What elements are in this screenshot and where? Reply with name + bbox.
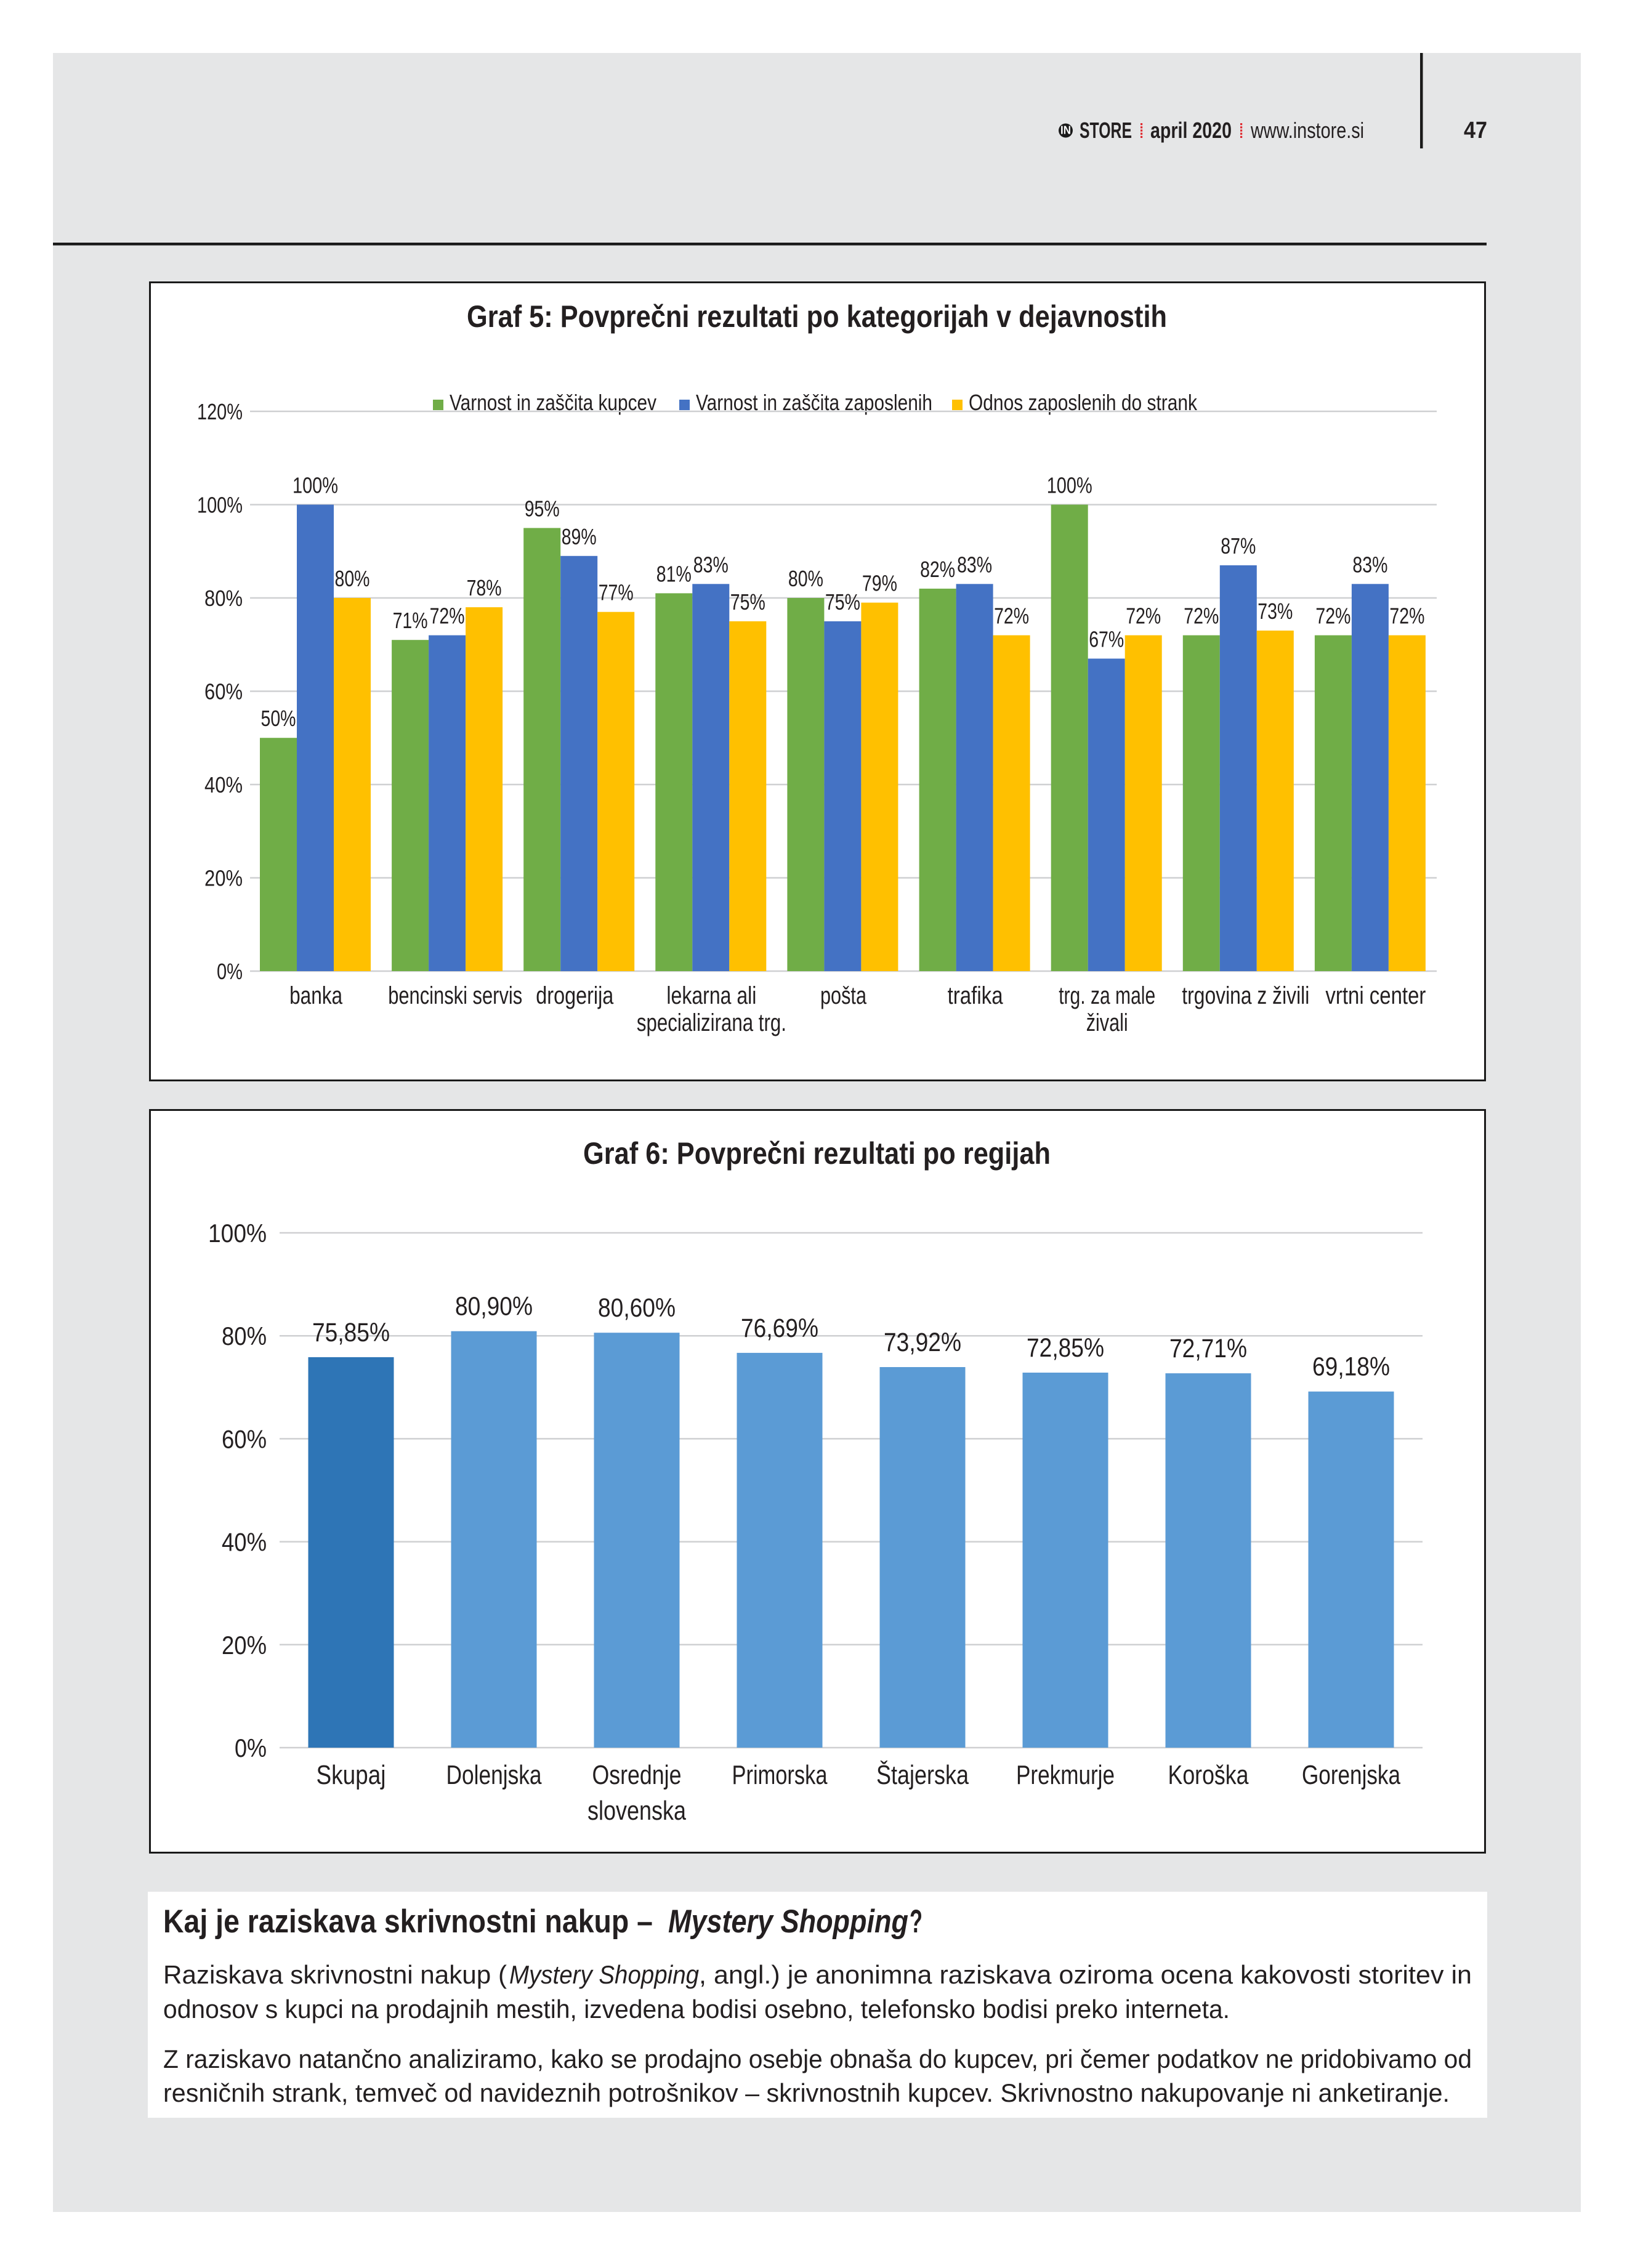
svg-text:0%: 0% xyxy=(217,959,243,984)
svg-text:april 2020: april 2020 xyxy=(1150,118,1232,143)
svg-text:www.instore.si: www.instore.si xyxy=(1250,118,1364,143)
svg-text:72%: 72% xyxy=(1184,603,1219,629)
svg-text:20%: 20% xyxy=(204,866,243,891)
svg-text:69,18%: 69,18% xyxy=(1312,1352,1390,1382)
svg-text:Z raziskavo natančno analizira: Z raziskavo natančno analiziramo, kako s… xyxy=(163,2044,1472,2073)
svg-text:Mystery Shopping: Mystery Shopping xyxy=(668,1903,908,1940)
svg-text:83%: 83% xyxy=(1352,552,1387,577)
svg-text:Koroška: Koroška xyxy=(1168,1760,1249,1790)
svg-text:81%: 81% xyxy=(656,561,692,586)
svg-text:pošta: pošta xyxy=(820,982,867,1009)
svg-text:odnosov s kupci na prodajnih m: odnosov s kupci na prodajnih mestih, izv… xyxy=(163,1995,1230,2024)
svg-text:73,92%: 73,92% xyxy=(884,1328,961,1357)
svg-text:Gorenjska: Gorenjska xyxy=(1302,1760,1400,1790)
svg-text:87%: 87% xyxy=(1221,533,1256,559)
svg-text:100%: 100% xyxy=(208,1219,267,1248)
svg-text:95%: 95% xyxy=(525,496,560,521)
svg-text:banka: banka xyxy=(289,982,343,1009)
svg-text:60%: 60% xyxy=(222,1424,267,1453)
svg-text:trgovina z živili: trgovina z živili xyxy=(1182,982,1309,1009)
svg-text:lekarna ali: lekarna ali xyxy=(666,982,756,1009)
svg-text:Primorska: Primorska xyxy=(732,1760,828,1790)
svg-text:vrtni center: vrtni center xyxy=(1325,982,1426,1009)
svg-text:, angl.) je anonimna raziskava: , angl.) je anonimna raziskava oziroma o… xyxy=(699,1960,1472,1989)
svg-text:72,71%: 72,71% xyxy=(1169,1334,1247,1363)
svg-text:75%: 75% xyxy=(730,589,765,615)
svg-text:82%: 82% xyxy=(920,557,955,582)
svg-text:STORE: STORE xyxy=(1080,118,1132,143)
svg-text:Štajerska: Štajerska xyxy=(876,1759,969,1790)
svg-text:Dolenjska: Dolenjska xyxy=(446,1760,542,1790)
svg-text:Kaj je raziskava skrivnostni n: Kaj je raziskava skrivnostni nakup – xyxy=(163,1903,653,1940)
svg-text:Graf 6: Povprečni rezultati po: Graf 6: Povprečni rezultati po regijah xyxy=(583,1136,1051,1171)
svg-text:72%: 72% xyxy=(994,603,1029,629)
svg-text:77%: 77% xyxy=(599,580,634,605)
svg-text:bencinski servis: bencinski servis xyxy=(388,982,522,1009)
svg-text:100%: 100% xyxy=(197,493,243,518)
svg-text:78%: 78% xyxy=(467,575,502,600)
svg-text:72%: 72% xyxy=(1315,603,1350,629)
svg-text:83%: 83% xyxy=(693,552,729,577)
svg-text:89%: 89% xyxy=(562,524,597,549)
svg-text:Skupaj: Skupaj xyxy=(317,1760,386,1790)
svg-text:72,85%: 72,85% xyxy=(1027,1333,1104,1363)
svg-text:Osrednje: Osrednje xyxy=(592,1760,682,1790)
svg-text:79%: 79% xyxy=(862,571,897,596)
svg-text:IN: IN xyxy=(1060,124,1071,137)
svg-text:resničnih strank, temveč od na: resničnih strank, temveč od navideznih p… xyxy=(163,2078,1450,2107)
svg-text:Mystery Shopping: Mystery Shopping xyxy=(509,1960,699,1989)
svg-text:60%: 60% xyxy=(204,679,243,704)
svg-text:40%: 40% xyxy=(222,1528,267,1557)
svg-text:?: ? xyxy=(910,1903,922,1940)
svg-text:100%: 100% xyxy=(1047,473,1092,498)
svg-text:80,90%: 80,90% xyxy=(455,1292,533,1322)
svg-text:76,69%: 76,69% xyxy=(741,1314,818,1343)
svg-text:40%: 40% xyxy=(204,772,243,797)
svg-text:100%: 100% xyxy=(293,473,338,498)
svg-text:72%: 72% xyxy=(1126,603,1161,629)
svg-text:80%: 80% xyxy=(788,566,823,591)
svg-text:73%: 73% xyxy=(1258,599,1293,624)
svg-text:Prekmurje: Prekmurje xyxy=(1016,1760,1115,1790)
svg-text:80%: 80% xyxy=(204,586,243,611)
svg-text:slovenska: slovenska xyxy=(587,1796,686,1826)
svg-text:trafika: trafika xyxy=(948,982,1004,1009)
svg-text:Raziskava skrivnostni nakup (: Raziskava skrivnostni nakup ( xyxy=(163,1960,507,1989)
svg-text:71%: 71% xyxy=(393,608,428,633)
svg-text:72%: 72% xyxy=(430,603,465,629)
svg-text:120%: 120% xyxy=(197,399,243,424)
svg-text:0%: 0% xyxy=(235,1733,267,1762)
svg-text:20%: 20% xyxy=(222,1631,267,1660)
svg-text:trg. za male: trg. za male xyxy=(1059,982,1155,1009)
svg-text:67%: 67% xyxy=(1089,627,1124,652)
svg-text:Graf 5: Povprečni rezultati po: Graf 5: Povprečni rezultati po kategorij… xyxy=(467,299,1167,334)
svg-text:specializirana trg.: specializirana trg. xyxy=(637,1009,786,1036)
svg-text:72%: 72% xyxy=(1389,603,1424,629)
svg-text:80%: 80% xyxy=(335,566,370,591)
svg-text:47: 47 xyxy=(1464,118,1487,143)
svg-text:80,60%: 80,60% xyxy=(598,1293,676,1323)
svg-text:živali: živali xyxy=(1086,1009,1128,1036)
svg-text:drogerija: drogerija xyxy=(536,982,614,1009)
svg-text:80%: 80% xyxy=(222,1322,267,1350)
svg-text:83%: 83% xyxy=(957,552,992,577)
svg-text:75,85%: 75,85% xyxy=(312,1318,390,1347)
svg-text:75%: 75% xyxy=(825,589,860,615)
svg-text:50%: 50% xyxy=(261,706,296,731)
